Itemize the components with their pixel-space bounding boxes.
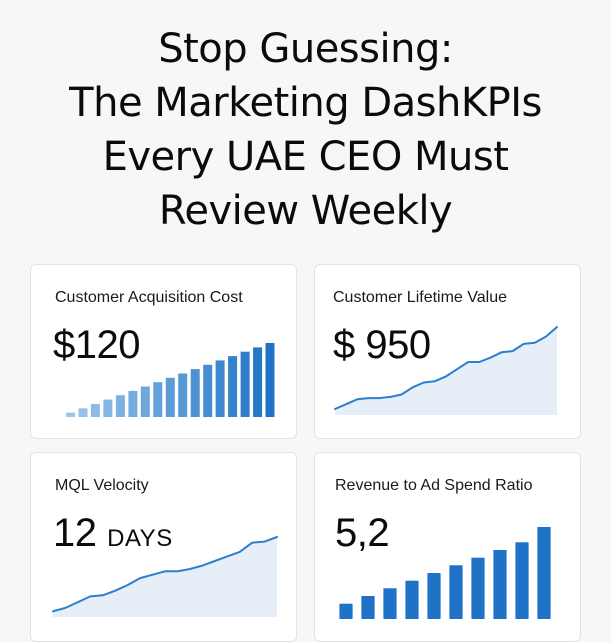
- bar: [361, 596, 375, 619]
- title-line: The Marketing DashKPIs: [69, 80, 542, 126]
- bar: [190, 369, 200, 417]
- mql-area-chart: [52, 536, 278, 617]
- bar: [165, 377, 175, 417]
- bar: [240, 351, 250, 417]
- series-line: [334, 326, 558, 410]
- kpi-value: $120: [53, 323, 140, 367]
- kpi-value: $ 950: [333, 323, 431, 367]
- bar: [265, 343, 275, 417]
- bar: [493, 550, 507, 619]
- bar: [78, 408, 88, 417]
- page-title: Stop Guessing: The Marketing DashKPIs Ev…: [0, 22, 611, 238]
- roas-bar-chart: [339, 527, 551, 619]
- series-line: [52, 536, 278, 613]
- kpi-card-mql-velocity: MQL Velocity 12 DAYS: [30, 452, 297, 642]
- bar: [405, 580, 419, 619]
- area-fill: [335, 327, 557, 415]
- kpi-label: Customer Lifetime Value: [333, 289, 507, 306]
- bar: [140, 386, 150, 417]
- kpi-label: MQL Velocity: [55, 477, 149, 494]
- bar: [228, 356, 238, 417]
- area-fill: [53, 537, 277, 617]
- kpi-value-number: 12: [53, 511, 97, 555]
- bar: [115, 395, 125, 417]
- bar: [178, 373, 188, 417]
- title-line: Review Weekly: [158, 188, 453, 234]
- kpi-value-unit: DAYS: [107, 525, 173, 552]
- bar: [90, 403, 100, 417]
- bar: [383, 588, 397, 619]
- bar: [339, 603, 353, 619]
- kpi-label: Revenue to Ad Spend Ratio: [335, 477, 533, 494]
- kpi-value: 5,2: [335, 511, 390, 555]
- clv-area-chart: [334, 326, 558, 415]
- bar: [449, 565, 463, 619]
- cac-bar-chart: [66, 343, 275, 417]
- title-line: Stop Guessing:: [158, 26, 453, 72]
- kpi-card-customer-lifetime-value: Customer Lifetime Value $ 950: [314, 264, 581, 439]
- kpi-value: 12 DAYS: [53, 511, 173, 556]
- bar: [153, 382, 163, 417]
- bar: [537, 527, 551, 619]
- kpi-label: Customer Acquisition Cost: [55, 289, 243, 306]
- bar: [515, 542, 529, 619]
- bar: [203, 364, 213, 417]
- title-line: Every UAE CEO Must: [102, 134, 509, 180]
- bar: [427, 573, 441, 619]
- bar: [253, 347, 263, 417]
- bar: [103, 399, 113, 417]
- kpi-card-customer-acquisition-cost: Customer Acquisition Cost $120: [30, 264, 297, 439]
- kpi-card-revenue-to-ad-spend-ratio: Revenue to Ad Spend Ratio 5,2: [314, 452, 581, 642]
- bar: [471, 557, 485, 619]
- bar: [66, 412, 75, 417]
- bar: [128, 390, 138, 417]
- bar: [215, 360, 225, 417]
